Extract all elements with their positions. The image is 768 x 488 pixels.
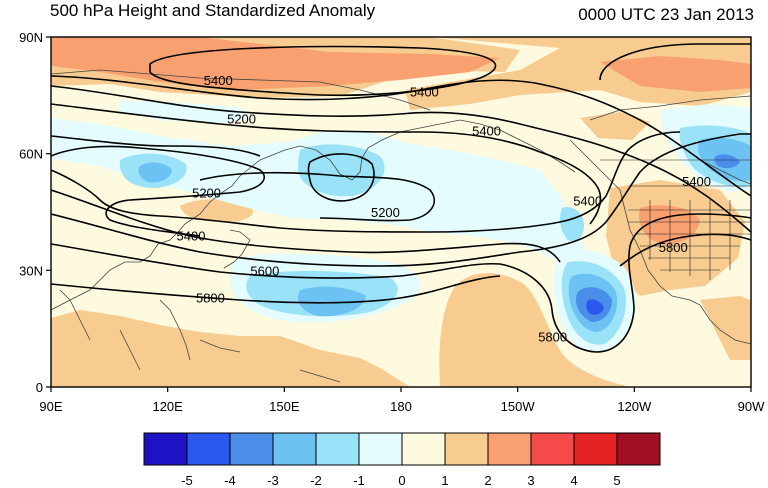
contour-label: 5200: [192, 186, 221, 201]
x-tick-label: 90W: [738, 399, 765, 414]
colorbar-swatch: [358, 432, 403, 466]
contour-label: 5400: [204, 73, 233, 88]
colorbar-label: 0: [398, 473, 405, 488]
colorbar-swatch: [143, 432, 188, 466]
colorbar-swatch: [444, 432, 489, 466]
contour-label: 5600: [250, 263, 279, 278]
colorbar-label: 3: [527, 473, 534, 488]
height-contours: [51, 43, 751, 353]
colorbar-swatch: [186, 432, 231, 466]
x-tick-label: 120W: [617, 399, 652, 414]
contour-label: 5800: [196, 291, 225, 306]
colorbar-label: -3: [267, 473, 279, 488]
colorbar-swatch: [401, 432, 446, 466]
colorbar-label: -4: [224, 473, 236, 488]
x-tick-label: 180: [390, 399, 412, 414]
x-tick-label: 90E: [39, 399, 62, 414]
colorbar-label: -2: [310, 473, 322, 488]
colorbar-label: 1: [441, 473, 448, 488]
colorbar-label: -5: [181, 473, 193, 488]
map-title: 500 hPa Height and Standardized Anomaly: [50, 1, 376, 20]
contour-label: 5200: [371, 205, 400, 220]
y-tick-label: 0: [36, 380, 43, 395]
colorbar-swatch: [315, 432, 360, 466]
colorbar-label: 4: [570, 473, 577, 488]
contour-label: 5400: [410, 84, 439, 99]
colorbar-label: -1: [353, 473, 365, 488]
contour-label: 5200: [227, 112, 256, 127]
colorbar-label: 5: [613, 473, 620, 488]
contour-label: 5800: [538, 329, 567, 344]
contour-label: 5800: [659, 240, 688, 255]
map-axes: 90N 60N 30N 0 90E 120E 150E 180 150W 120W 90W: [19, 30, 765, 414]
contour-labels: 5400 5400 5400 5400 5400 5400 5200 5200 5200 5600…: [177, 73, 711, 345]
colorbar-label: 2: [484, 473, 491, 488]
colorbar-swatch: [229, 432, 274, 466]
colorbar-swatch: [616, 432, 661, 466]
colorbar-swatch: [272, 432, 317, 466]
x-tick-label: 150W: [501, 399, 536, 414]
x-tick-label: 120E: [152, 399, 183, 414]
contour-label: 5400: [177, 228, 206, 243]
map-plot-area: [51, 37, 751, 387]
colorbar-swatch: [487, 432, 532, 466]
colorbar-swatch: [530, 432, 575, 466]
contour-label: 5400: [573, 193, 602, 208]
y-tick-label: 60N: [19, 147, 43, 162]
negative-anomaly-fill: [51, 100, 751, 352]
contour-label: 5400: [472, 123, 501, 138]
colorbar-swatch: [573, 432, 618, 466]
contour-label: 5400: [682, 174, 711, 189]
x-tick-label: 150E: [269, 399, 300, 414]
colorbar: -5 -4 -3 -2 -1 0 1 2 3 4 5: [143, 432, 661, 488]
coastlines: [51, 69, 751, 383]
y-tick-label: 30N: [19, 263, 43, 278]
map-timestamp: 0000 UTC 23 Jan 2013: [578, 5, 754, 24]
y-tick-label: 90N: [19, 30, 43, 45]
